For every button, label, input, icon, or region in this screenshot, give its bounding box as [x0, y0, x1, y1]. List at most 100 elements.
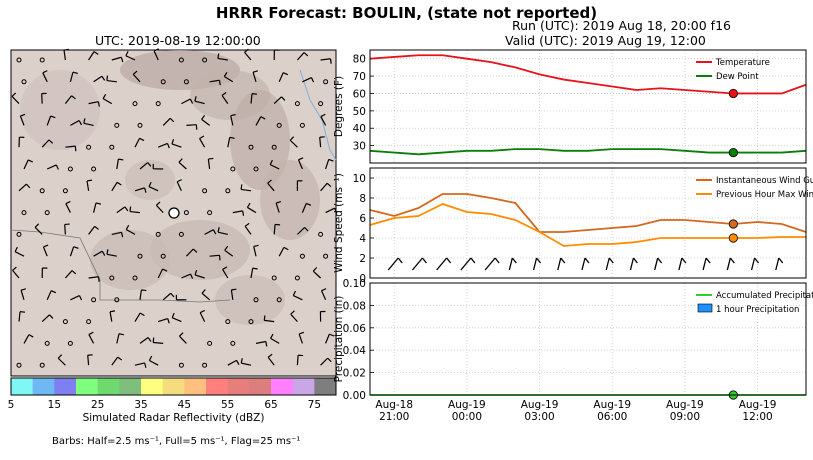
- wind-barb-feather: [14, 246, 18, 252]
- wind-barb: [209, 79, 221, 86]
- wind-barb-feather: [201, 289, 206, 294]
- wind-barb-feather: [117, 356, 123, 361]
- wind-barb-feather: [63, 48, 70, 51]
- wind-barb-staff: [275, 202, 280, 213]
- wind-barb: [134, 312, 145, 322]
- colorbar-swatch: [119, 378, 142, 395]
- wind-barb-staff: [149, 359, 159, 366]
- colorbar-tick-label: 35: [134, 399, 147, 411]
- wind-barb-feather: [86, 179, 93, 182]
- colorbar-swatch: [141, 378, 163, 395]
- wind-barb: [46, 290, 57, 301]
- wind-barb-feather: [218, 80, 221, 86]
- wind-barb-feather: [50, 115, 56, 119]
- wind-barb-staff: [41, 314, 50, 323]
- wind-barb-staff: [87, 355, 90, 366]
- calm-wind-marker: [91, 297, 97, 303]
- wind-barb: [460, 257, 476, 271]
- calm-wind-marker: [16, 57, 22, 63]
- calm-wind-marker: [299, 122, 305, 128]
- wind-barb-staff: [581, 257, 586, 271]
- wind-barb-staff: [93, 202, 97, 213]
- wind-barb-feather: [265, 341, 268, 347]
- wind-barb-feather: [222, 266, 228, 270]
- calm-wind-marker: [109, 275, 115, 281]
- wind-barb-staff: [34, 226, 43, 235]
- colorbar-swatch: [227, 378, 250, 395]
- wind-barb-staff: [42, 246, 48, 257]
- wind-barb: [319, 136, 325, 148]
- wind-barb-staff: [185, 248, 194, 257]
- calm-wind-marker: [207, 210, 213, 216]
- wind-barb-feather: [132, 70, 138, 75]
- wind-barb-staff: [241, 188, 252, 192]
- panel-3: 0.00 0.02 0.04 0.06 0.08 0.10 Precipitation (i…: [333, 278, 813, 423]
- calm-wind-marker: [294, 101, 300, 107]
- wind-barb-staff: [629, 257, 635, 271]
- wind-barb-feather: [71, 270, 77, 275]
- wind-barb: [86, 179, 93, 191]
- wind-barb-staff: [267, 356, 275, 366]
- wind-barb-feather: [289, 136, 295, 141]
- wind-barb-feather: [28, 334, 34, 338]
- x-tick-label: Aug-19: [666, 399, 704, 411]
- wind-barb-staff: [134, 362, 145, 366]
- wind-barb-staff: [86, 180, 90, 191]
- wind-barb: [152, 163, 164, 170]
- colorbar-swatch: [76, 378, 98, 395]
- wind-barb-staff: [116, 159, 119, 170]
- wind-barb-staff: [557, 257, 562, 271]
- wind-barb-staff: [227, 137, 231, 148]
- wind-barb-feather: [231, 288, 237, 291]
- wind-barb-staff: [750, 257, 756, 271]
- wind-barb: [532, 257, 542, 271]
- wind-barb: [232, 210, 245, 216]
- wind-barb: [255, 340, 268, 347]
- wind-barb-feather: [25, 183, 31, 189]
- wind-barb: [629, 257, 638, 271]
- wind-barb-staff: [253, 246, 257, 257]
- wind-barb: [134, 137, 145, 148]
- wind-barb-feather: [321, 288, 327, 292]
- wind-barb-staff: [702, 257, 707, 271]
- wind-barb: [134, 362, 147, 368]
- wind-barb: [255, 116, 266, 126]
- y-tick-label: 10: [353, 173, 366, 185]
- wind-barb-staff: [171, 143, 182, 148]
- wind-barb-staff: [201, 118, 210, 126]
- wind-barb-feather: [267, 353, 273, 358]
- wind-barb: [301, 202, 312, 213]
- wind-barb-feather: [171, 139, 175, 145]
- wind-barb-staff: [273, 224, 276, 235]
- calm-wind-marker: [323, 253, 329, 259]
- terrain-shading: [20, 70, 100, 150]
- colorbar-tick-label: 55: [221, 399, 234, 411]
- wind-barb-feather: [560, 257, 566, 264]
- wind-barb-staff: [222, 269, 229, 279]
- wind-barb-feather: [102, 93, 107, 99]
- wind-barb-staff: [46, 115, 52, 126]
- terrain-shading: [215, 275, 285, 325]
- colorbar-swatch: [11, 378, 33, 395]
- series-marker: [728, 233, 738, 243]
- calm-wind-marker: [44, 340, 50, 346]
- wind-barb: [46, 164, 59, 170]
- wind-barb-staff: [18, 183, 27, 192]
- wind-barb: [109, 310, 116, 322]
- wind-barb-feather: [327, 357, 332, 363]
- wind-barb: [387, 257, 403, 271]
- wind-barb-staff: [69, 246, 75, 257]
- calm-wind-marker: [109, 144, 115, 150]
- wind-barb-staff: [273, 96, 282, 105]
- y-tick-label: 40: [353, 123, 366, 135]
- wind-barb-staff: [460, 257, 472, 271]
- wind-barb-feather: [141, 289, 147, 292]
- wind-barb-staff: [320, 290, 327, 301]
- wind-barb-feather: [320, 113, 326, 118]
- wind-barb-staff: [532, 257, 538, 271]
- calm-wind-marker: [248, 144, 254, 150]
- wind-barb: [42, 70, 48, 83]
- wind-barb-staff: [411, 257, 423, 271]
- wind-barb-staff: [230, 115, 234, 126]
